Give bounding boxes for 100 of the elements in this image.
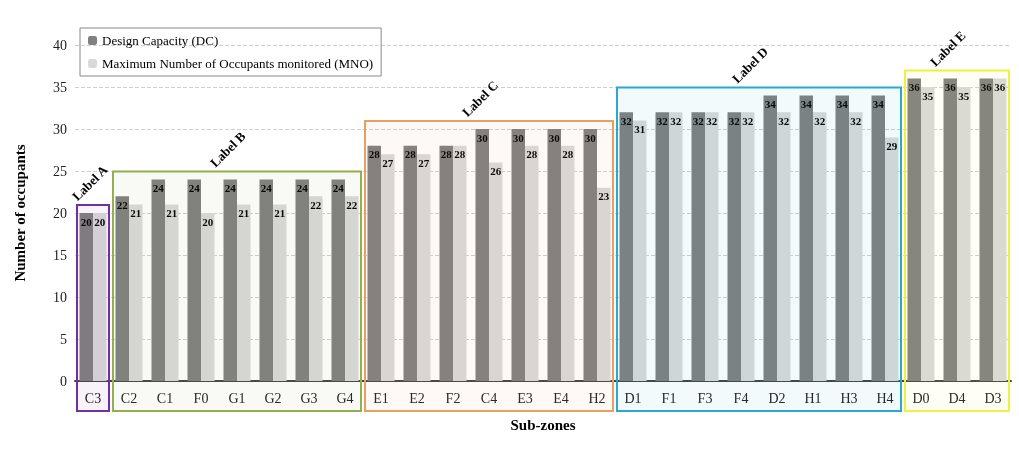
data-label: 36: [908, 81, 921, 94]
data-label: 21: [274, 207, 286, 220]
bar: [187, 179, 201, 381]
data-label: 28: [526, 148, 538, 161]
x-tick-label: D0: [912, 390, 930, 406]
bar: [871, 95, 885, 381]
y-tick-label: 25: [53, 163, 67, 179]
data-label: 27: [418, 156, 430, 169]
data-label: 34: [800, 97, 813, 110]
legend-label: Maximum Number of Occupants monitored (MNO): [102, 56, 374, 71]
x-tick-label: G3: [300, 390, 318, 406]
x-tick-label: F3: [697, 390, 713, 406]
x-tick-label: G2: [264, 390, 282, 406]
y-tick-label: 30: [53, 121, 67, 137]
x-axis-title: Sub-zones: [510, 416, 576, 433]
data-label: 21: [130, 207, 142, 220]
bar: [943, 78, 957, 381]
data-label: 28: [404, 148, 417, 161]
data-label: 32: [814, 114, 826, 127]
data-label: 30: [548, 131, 561, 144]
data-label: 24: [260, 181, 273, 194]
data-label: 20: [94, 215, 106, 228]
data-label: 32: [656, 114, 669, 127]
bar: [259, 179, 273, 381]
data-label: 36: [980, 81, 993, 94]
data-label: 20: [80, 215, 93, 228]
x-tick-label: D1: [624, 390, 642, 406]
data-label: 32: [778, 114, 790, 127]
bar: [979, 78, 993, 381]
data-label: 32: [670, 114, 682, 127]
data-label: 34: [872, 97, 885, 110]
x-tick-label: F0: [193, 390, 209, 406]
data-label: 22: [346, 198, 358, 211]
y-tick-label: 5: [60, 331, 67, 347]
data-label: 28: [562, 148, 574, 161]
data-label: 28: [440, 148, 453, 161]
data-label: 31: [634, 123, 646, 136]
data-label: 30: [584, 131, 597, 144]
bar: [403, 145, 417, 381]
data-label: 35: [958, 89, 970, 102]
legend-label: Design Capacity (DC): [102, 33, 219, 48]
data-label: 32: [692, 114, 705, 127]
data-label: 21: [238, 207, 250, 220]
data-label: 28: [368, 148, 381, 161]
data-label: 36: [994, 81, 1006, 94]
x-tick-label: G1: [228, 390, 246, 406]
data-label: 28: [454, 148, 466, 161]
data-label: 34: [836, 97, 849, 110]
y-tick-label: 10: [53, 289, 67, 305]
x-tick-label: F2: [445, 390, 461, 406]
data-label: 32: [706, 114, 718, 127]
bar: [907, 78, 921, 381]
data-label: 34: [764, 97, 777, 110]
data-label: 27: [382, 156, 394, 169]
bar: [655, 112, 669, 381]
data-label: 35: [922, 89, 934, 102]
bar: [367, 145, 381, 381]
x-tick-label: C1: [156, 390, 174, 406]
bar: [763, 95, 777, 381]
bar: [583, 129, 597, 381]
x-tick-label: H1: [804, 390, 822, 406]
x-tick-label: F4: [733, 390, 749, 406]
data-label: 24: [224, 181, 237, 194]
data-label: 22: [310, 198, 322, 211]
data-label: 24: [332, 181, 345, 194]
bar: [151, 179, 165, 381]
x-tick-label: E4: [553, 390, 569, 406]
data-label: 24: [152, 181, 165, 194]
data-label: 24: [296, 181, 309, 194]
data-label: 30: [476, 131, 489, 144]
bar: [115, 196, 129, 381]
bar: [331, 179, 345, 381]
data-label: 32: [742, 114, 754, 127]
y-axis-title: Number of occupants: [11, 144, 28, 282]
y-tick-label: 35: [53, 79, 67, 95]
bar: [223, 179, 237, 381]
x-tick-label: C3: [84, 390, 102, 406]
bar: [475, 129, 489, 381]
x-tick-label: E3: [517, 390, 533, 406]
bar: [835, 95, 849, 381]
x-tick-label: D4: [948, 390, 966, 406]
x-tick-label: C2: [120, 390, 138, 406]
bar: [547, 129, 561, 381]
data-label: 36: [944, 81, 957, 94]
bar: [511, 129, 525, 381]
bar: [799, 95, 813, 381]
y-tick-label: 40: [53, 37, 67, 53]
y-tick-label: 20: [53, 205, 67, 221]
data-label: 21: [166, 207, 178, 220]
data-label: 22: [116, 198, 129, 211]
x-tick-label: C4: [480, 390, 498, 406]
bar: [439, 145, 453, 381]
data-label: 24: [188, 181, 201, 194]
x-tick-label: D2: [768, 390, 786, 406]
x-tick-label: E2: [409, 390, 425, 406]
bar: [691, 112, 705, 381]
data-label: 26: [490, 165, 502, 178]
x-tick-label: H2: [588, 390, 606, 406]
x-tick-label: D3: [984, 390, 1002, 406]
bar: [727, 112, 741, 381]
